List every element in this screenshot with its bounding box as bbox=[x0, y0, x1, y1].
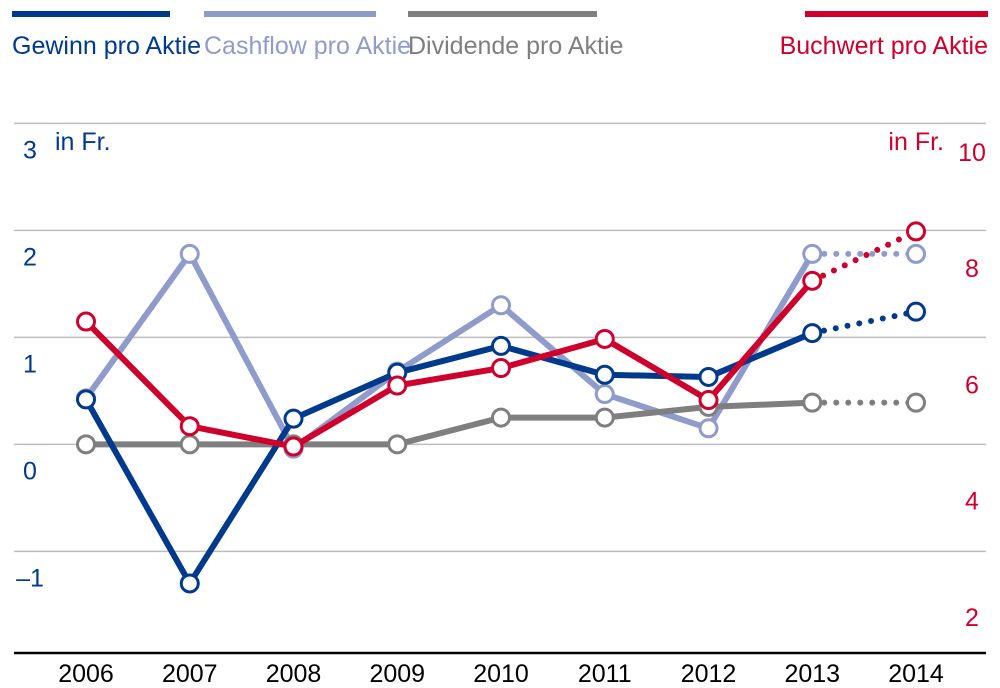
series-projection-buchwert-pro-aktie bbox=[809, 228, 919, 284]
grid bbox=[14, 122, 986, 655]
data-point-buchwert-pro-aktie-2008 bbox=[283, 436, 304, 457]
series-line-cashflow-pro-aktie bbox=[83, 250, 816, 452]
legend-label-dividende-pro-aktie: Dividende pro Aktie bbox=[408, 32, 623, 60]
right-tick-label: 6 bbox=[965, 371, 979, 399]
x-tick-label: 2006 bbox=[58, 660, 114, 688]
left-tick-label: 3 bbox=[23, 136, 37, 164]
legend: Gewinn pro Aktie Cashflow pro AktieDivide… bbox=[12, 11, 988, 60]
data-point-gewinn-pro-aktie-2012 bbox=[698, 366, 719, 387]
x-tick-label: 2007 bbox=[162, 660, 218, 688]
right-tick-label: 2 bbox=[965, 604, 979, 632]
data-point-dividende-pro-aktie-2010 bbox=[491, 407, 511, 428]
right-axis-unit: in Fr. bbox=[888, 128, 944, 156]
data-point-buchwert-pro-aktie-2009 bbox=[387, 375, 408, 396]
data-point-buchwert-pro-aktie-2013 bbox=[802, 270, 823, 291]
legend-label-gewinn-pro-aktie: Gewinn pro Aktie bbox=[12, 32, 201, 60]
data-point-dividende-pro-aktie-2009 bbox=[387, 434, 408, 455]
data-point-gewinn-pro-aktie-2014 bbox=[906, 301, 926, 322]
x-tick-label: 2013 bbox=[784, 660, 840, 688]
series-projection-gewinn-pro-aktie bbox=[809, 308, 919, 337]
left-tick-label: –1 bbox=[16, 564, 44, 592]
series-line-gewinn-pro-aktie bbox=[83, 330, 816, 587]
x-tick-label: 2010 bbox=[473, 660, 529, 688]
data-point-gewinn-pro-aktie-2008 bbox=[283, 408, 304, 429]
data-point-gewinn-pro-aktie-2011 bbox=[594, 364, 615, 385]
data-point-gewinn-pro-aktie-2006 bbox=[76, 389, 96, 410]
series-gewinn-pro-aktie bbox=[76, 301, 926, 594]
data-point-cashflow-pro-aktie-2014 bbox=[906, 243, 926, 264]
series-line-dividende-pro-aktie bbox=[83, 399, 816, 448]
data-point-buchwert-pro-aktie-2012 bbox=[698, 390, 719, 411]
right-tick-label: 10 bbox=[958, 139, 986, 167]
data-point-cashflow-pro-aktie-2013 bbox=[802, 243, 823, 264]
left-tick-label: 2 bbox=[23, 243, 37, 271]
left-tick-label: 1 bbox=[23, 350, 37, 378]
series-line-buchwert-pro-aktie bbox=[83, 277, 816, 450]
data-point-dividende-pro-aktie-2013 bbox=[802, 392, 823, 413]
data-point-dividende-pro-aktie-2006 bbox=[76, 434, 96, 455]
x-tick-label: 2012 bbox=[681, 660, 737, 688]
data-point-gewinn-pro-aktie-2007 bbox=[179, 573, 200, 594]
data-point-cashflow-pro-aktie-2010 bbox=[491, 295, 511, 316]
series-buchwert-pro-aktie bbox=[76, 221, 926, 457]
data-point-dividende-pro-aktie-2014 bbox=[906, 392, 926, 413]
x-tick-label: 2009 bbox=[369, 660, 425, 688]
data-point-buchwert-pro-aktie-2006 bbox=[76, 311, 96, 332]
data-point-buchwert-pro-aktie-2014 bbox=[906, 221, 926, 242]
legend-label-cashflow-pro-aktie: Cashflow pro Aktie bbox=[204, 32, 411, 60]
left-tick-label: 0 bbox=[23, 457, 37, 485]
x-tick-label: 2008 bbox=[266, 660, 322, 688]
data-point-cashflow-pro-aktie-2011 bbox=[594, 384, 615, 405]
data-point-cashflow-pro-aktie-2007 bbox=[179, 243, 200, 264]
right-tick-label: 4 bbox=[965, 488, 979, 516]
data-point-buchwert-pro-aktie-2010 bbox=[491, 358, 511, 379]
data-point-cashflow-pro-aktie-2012 bbox=[698, 418, 719, 439]
data-point-dividende-pro-aktie-2007 bbox=[179, 434, 200, 455]
data-point-dividende-pro-aktie-2011 bbox=[594, 407, 615, 428]
data-point-gewinn-pro-aktie-2013 bbox=[802, 323, 823, 344]
x-tick-label: 2014 bbox=[888, 660, 944, 688]
right-tick-label: 8 bbox=[965, 255, 979, 283]
legend-label-buchwert-pro-aktie: Buchwert pro Aktie bbox=[780, 32, 988, 60]
data-point-buchwert-pro-aktie-2011 bbox=[594, 328, 615, 349]
data-point-buchwert-pro-aktie-2007 bbox=[179, 416, 200, 437]
x-tick-label: 2011 bbox=[578, 660, 632, 688]
data-point-gewinn-pro-aktie-2010 bbox=[491, 335, 511, 356]
left-axis-unit: in Fr. bbox=[55, 128, 111, 156]
series bbox=[76, 221, 926, 594]
